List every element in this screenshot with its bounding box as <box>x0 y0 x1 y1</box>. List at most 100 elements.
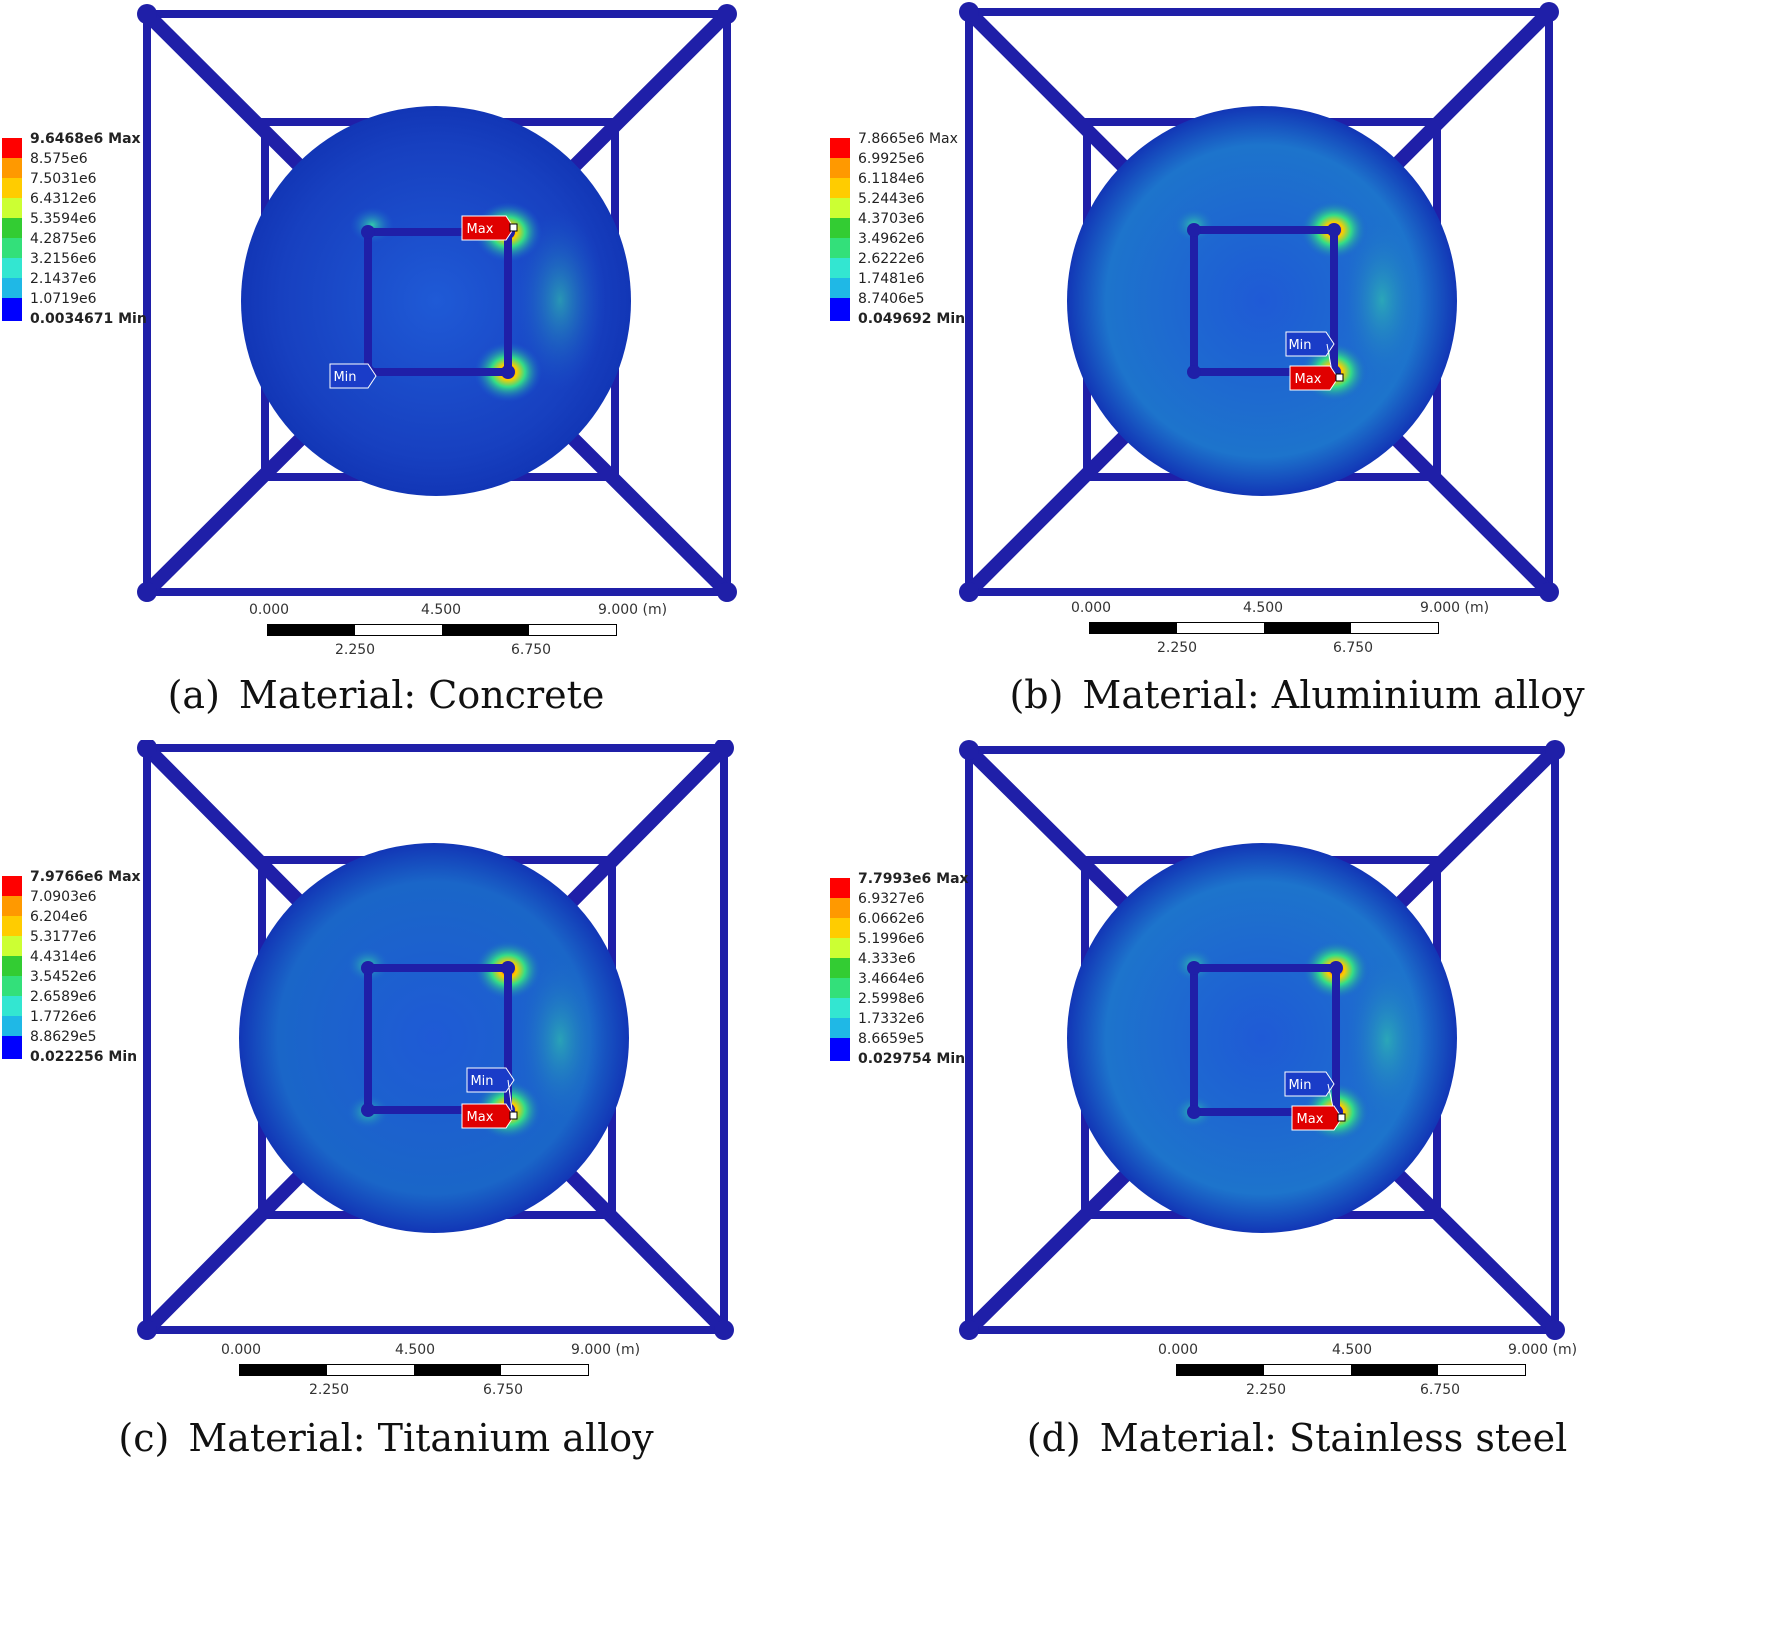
stress-hotspot <box>515 950 605 1130</box>
corner-nodes <box>959 740 1565 1340</box>
legend-label: 8.7406e5 <box>858 290 925 307</box>
scale-tick: 2.250 <box>335 642 376 658</box>
panel-caption: (d) Material: Stainless steel <box>1026 1416 1568 1460</box>
min-probe: Min <box>1285 331 1335 373</box>
disk <box>1067 106 1457 496</box>
inner-frame <box>364 964 512 1114</box>
legend-swatch <box>830 218 850 241</box>
legend-min-label: 0.049692 Min <box>858 310 966 327</box>
legend-swatch <box>830 158 850 181</box>
legend-swatch <box>830 1038 850 1061</box>
legend-swatch <box>2 138 22 161</box>
scale-tick: 9.000 (m) <box>598 602 668 618</box>
max-probe-label: Max <box>1297 1112 1324 1127</box>
scale-ruler <box>239 1364 589 1376</box>
legend-max-label: 7.9766e6 Max <box>30 868 141 885</box>
max-probe: Max <box>461 215 518 241</box>
panel-caption: (c) Material: Titanium alloy <box>118 1416 654 1460</box>
legend-label: 7.5031e6 <box>30 170 97 187</box>
disk <box>1067 843 1457 1233</box>
legend-label: 2.1437e6 <box>30 270 97 287</box>
legend-label: 4.3703e6 <box>858 210 925 227</box>
legend-swatch <box>2 298 22 321</box>
legend-label: 4.2875e6 <box>30 230 97 247</box>
legend-label: 4.4314e6 <box>30 948 97 965</box>
min-probe-label: Min <box>333 370 356 385</box>
legend-label: 6.9925e6 <box>858 150 925 167</box>
legend-swatch <box>2 996 22 1019</box>
legend-swatch <box>2 1036 22 1059</box>
legend-swatch <box>2 876 22 899</box>
inner-frame <box>364 228 512 376</box>
scale-ruler <box>267 624 617 636</box>
inner-frame <box>1190 226 1338 376</box>
inner-frame <box>1190 964 1340 1116</box>
legend-swatch <box>2 956 22 979</box>
scale-tick: 4.500 <box>1243 600 1284 616</box>
legend-swatch <box>830 178 850 201</box>
min-probe: Min <box>466 1067 515 1111</box>
legend-swatch <box>2 936 22 959</box>
legend-label: 1.7726e6 <box>30 1008 97 1025</box>
legend-label: 6.4312e6 <box>30 190 97 207</box>
scale-ruler <box>1176 1364 1526 1376</box>
legend-swatch <box>2 198 22 221</box>
panel-titanium-alloy: Min Max 7.9766e6 Max 7.0903e6 6.204e6 5.… <box>0 740 886 1563</box>
panel-aluminium-alloy: Min Max 7.8665e6 Max 6.9925e6 6.1184e6 5… <box>822 0 1708 823</box>
legend-label: 3.4664e6 <box>858 970 925 987</box>
legend-label: 4.333e6 <box>858 950 916 967</box>
scale-bar: 0.000 4.500 9.000 (m) 2.250 6.750 <box>1071 600 1491 660</box>
legend-label: 6.204e6 <box>30 908 88 925</box>
scale-tick: 6.750 <box>1333 640 1374 656</box>
min-probe-label: Min <box>470 1074 493 1089</box>
scale-bar: 0.000 4.500 9.000 (m) 2.250 6.750 <box>249 602 669 662</box>
legend-label: 1.7481e6 <box>858 270 925 287</box>
panel-caption: (a) Material: Concrete <box>167 673 605 717</box>
scale-tick: 0.000 <box>1158 1342 1199 1358</box>
legend-swatch <box>2 258 22 281</box>
scale-tick: 6.750 <box>511 642 552 658</box>
scale-ruler <box>1089 622 1439 634</box>
legend-min-label: 0.022256 Min <box>30 1048 138 1065</box>
min-probe-label: Min <box>1288 1078 1311 1093</box>
legend-label: 5.1996e6 <box>858 930 925 947</box>
scale-tick: 2.250 <box>1246 1382 1287 1398</box>
min-probe: Min <box>1284 1071 1335 1113</box>
scale-tick: 0.000 <box>1071 600 1112 616</box>
scale-bar: 0.000 4.500 9.000 (m) 2.250 6.750 <box>221 1342 641 1402</box>
max-probe-label: Max <box>467 1110 494 1125</box>
legend-label: 6.9327e6 <box>858 890 925 907</box>
stress-hotspot <box>515 210 605 390</box>
legend-swatch <box>2 916 22 939</box>
legend-swatch <box>2 278 22 301</box>
scale-tick: 9.000 (m) <box>1508 1342 1578 1358</box>
scale-tick: 9.000 (m) <box>571 1342 641 1358</box>
scale-tick: 6.750 <box>483 1382 524 1398</box>
scale-tick: 2.250 <box>1157 640 1198 656</box>
legend-swatch <box>2 328 22 331</box>
scale-tick: 6.750 <box>1420 1382 1461 1398</box>
stress-hotspot <box>1342 950 1432 1130</box>
legend-swatch <box>830 1068 850 1071</box>
legend-swatch <box>2 158 22 181</box>
legend-label: 6.0662e6 <box>858 910 925 927</box>
legend-label: 1.7332e6 <box>858 1010 925 1027</box>
legend-swatch <box>830 328 850 331</box>
legend-swatch <box>2 238 22 261</box>
scale-tick: 0.000 <box>221 1342 262 1358</box>
disk <box>241 106 631 496</box>
legend-label: 3.2156e6 <box>30 250 97 267</box>
min-probe: Min <box>329 363 377 389</box>
legend-label: 8.6659e5 <box>858 1030 925 1047</box>
legend-swatch <box>830 1018 850 1041</box>
legend-swatch <box>830 258 850 281</box>
legend-swatch <box>830 138 850 161</box>
legend-swatch <box>2 896 22 919</box>
scale-tick: 4.500 <box>395 1342 436 1358</box>
legend-swatch <box>2 1066 22 1069</box>
legend-swatch <box>830 978 850 1001</box>
legend-swatch <box>830 238 850 261</box>
legend-max-label: 7.7993e6 Max <box>858 870 969 887</box>
legend-label: 2.5998e6 <box>858 990 925 1007</box>
panel-stainless-steel: Min Max 7.7993e6 Max 6.9327e6 6.0662e6 5… <box>822 740 1708 1563</box>
